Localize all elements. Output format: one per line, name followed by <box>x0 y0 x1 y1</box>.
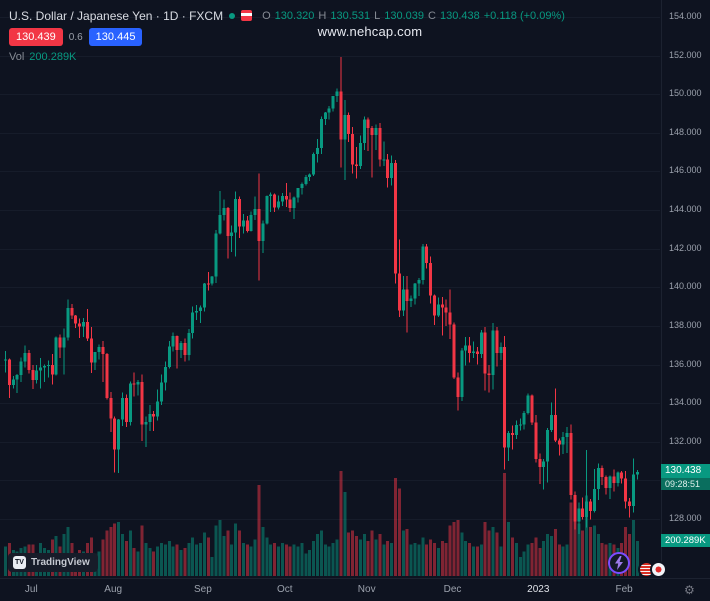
price-axis-label: 138.000 <box>669 319 702 330</box>
low-label: L <box>374 9 381 22</box>
price-axis-label: 146.000 <box>669 165 702 176</box>
spread-value: 0.6 <box>68 31 83 43</box>
time-axis-label: 2023 <box>527 584 550 595</box>
watermark-text: www.nehcap.com <box>317 24 423 39</box>
candlestick-chart[interactable] <box>0 0 660 578</box>
volume-value: 200.289K <box>29 51 77 63</box>
close-label: C <box>428 9 436 22</box>
tradingview-logo-icon: TV <box>13 556 26 569</box>
price-axis-label: 140.000 <box>669 281 702 292</box>
time-axis-label: Nov <box>357 584 376 595</box>
high-label: H <box>318 9 327 22</box>
price-axis-label: 132.000 <box>669 435 702 446</box>
time-axis-label: Aug <box>104 584 123 595</box>
open-value: 130.320 <box>274 9 315 22</box>
low-value: 130.039 <box>384 9 425 22</box>
chart-legend: U.S. Dollar / Japanese Yen · 1D · FXCM O… <box>9 7 565 63</box>
time-axis-label: Sep <box>193 584 212 595</box>
sell-price-button[interactable]: 130.439 <box>9 28 63 46</box>
lightning-icon <box>615 556 623 570</box>
price-axis[interactable]: 154.000 152.000 150.000 148.000 146.000 144.0… <box>661 0 710 578</box>
time-axis-label: Dec <box>443 584 462 595</box>
time-axis[interactable]: Jul Aug Sep Oct Nov Dec 2023 Feb <box>0 578 710 601</box>
price-axis-label: 136.000 <box>669 358 702 369</box>
price-axis-label: 134.000 <box>669 397 702 408</box>
time-axis-label: Jul <box>24 584 38 595</box>
quick-alert-button[interactable] <box>608 552 630 574</box>
volume-label: Vol <box>9 51 25 63</box>
time-axis-label: Oct <box>277 584 293 595</box>
open-label: O <box>262 9 271 22</box>
last-price-label: 130.438 09:28:51 <box>661 464 710 491</box>
close-value: 130.438 <box>439 9 480 22</box>
price-axis-label: 128.000 <box>669 513 702 524</box>
bar-countdown: 09:28:51 <box>661 478 710 491</box>
price-axis-label: 154.000 <box>669 10 702 21</box>
last-price-value: 130.438 <box>661 464 710 479</box>
ohlc-readout: O 130.320 H 130.531 L 130.039 C 130.438 +0.1… <box>262 10 565 22</box>
tradingview-logo-text: TradingView <box>31 557 90 568</box>
market-status-icon <box>229 12 236 19</box>
tradingview-logo[interactable]: TV TradingView <box>8 553 98 572</box>
volume-axis-label: 200.289K <box>661 533 710 547</box>
economic-events[interactable] <box>638 561 667 578</box>
price-axis-label: 144.000 <box>669 204 702 215</box>
price-axis-label: 150.000 <box>669 88 702 99</box>
price-axis-label: 152.000 <box>669 49 702 60</box>
symbol-title[interactable]: U.S. Dollar / Japanese Yen · 1D · FXCM <box>9 8 224 23</box>
provider-logo-icon <box>241 10 253 21</box>
japan-flag-icon <box>650 561 667 578</box>
time-axis-label: Feb <box>615 584 633 595</box>
change-value: +0.118 (+0.09%) <box>483 9 565 22</box>
price-axis-label: 148.000 <box>669 126 702 137</box>
buy-price-button[interactable]: 130.445 <box>88 28 143 46</box>
high-value: 130.531 <box>330 9 371 22</box>
price-axis-label: 142.000 <box>669 242 702 253</box>
settings-gear-icon[interactable]: ⚙ <box>684 583 695 597</box>
